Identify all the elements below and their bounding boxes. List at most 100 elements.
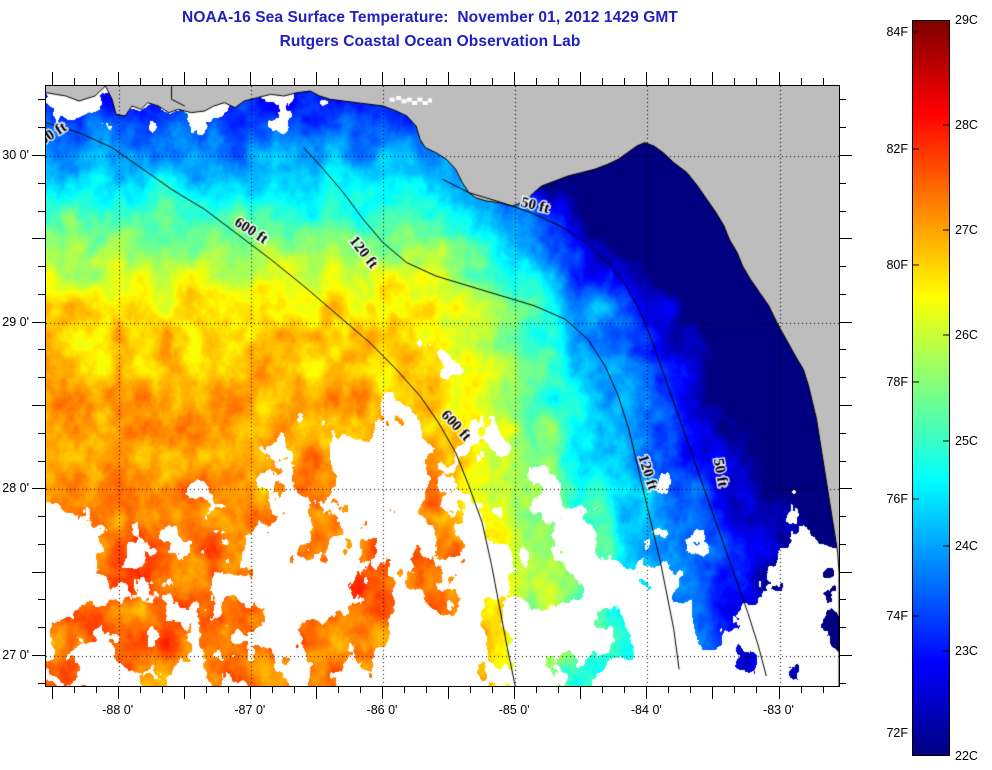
axis-tick-y — [38, 461, 45, 462]
axis-label-longitude: -88 0' — [102, 703, 134, 717]
axis-label-latitude: 27 0' — [2, 648, 29, 662]
axis-tick-x — [536, 686, 537, 693]
axis-tick-y — [38, 99, 45, 100]
axis-tick-y — [839, 266, 846, 267]
colorbar-tick — [913, 264, 919, 266]
colorbar-label-fahrenheit: 72F — [886, 725, 908, 740]
axis-tick-x — [140, 686, 141, 693]
colorbar-label-fahrenheit: 80F — [886, 258, 908, 273]
axis-tick-x — [756, 78, 757, 85]
colorbar-gradient — [912, 20, 950, 756]
axis-tick-y — [839, 516, 846, 517]
axis-tick-y — [839, 155, 852, 156]
axis-tick-x — [294, 78, 295, 85]
axis-label-latitude: 29 0' — [2, 314, 29, 329]
axis-tick-y — [839, 183, 846, 184]
colorbar-tick — [913, 498, 919, 500]
sst-raster — [46, 86, 839, 686]
colorbar-label-celsius: 26C — [955, 328, 978, 343]
axis-tick-x — [382, 72, 383, 85]
page-subtitle: Rutgers Coastal Ocean Observation Lab — [279, 33, 581, 50]
axis-tick-y — [839, 599, 846, 600]
axis-tick-x — [272, 78, 273, 85]
axis-tick-y — [839, 433, 846, 434]
axis-tick-y — [839, 572, 852, 573]
axis-tick-y — [38, 377, 45, 378]
axis-tick-x — [690, 78, 691, 85]
axis-tick-y — [38, 183, 45, 184]
axis-tick-y — [839, 461, 846, 462]
axis-tick-y — [38, 516, 45, 517]
axis-tick-x — [140, 78, 141, 85]
axis-tick-x — [514, 72, 515, 85]
colorbar-label-fahrenheit: 74F — [886, 608, 908, 623]
axis-tick-y — [839, 238, 852, 239]
axis-tick-x — [228, 78, 229, 85]
axis-tick-y — [32, 322, 45, 323]
colorbar-tick — [943, 229, 949, 231]
colorbar-tick — [913, 148, 919, 149]
axis-tick-x — [668, 686, 669, 693]
axis-tick-x — [448, 72, 449, 85]
axis-label-latitude: 30 0' — [2, 148, 29, 162]
axis-tick-y — [839, 211, 846, 212]
axis-tick-x — [492, 686, 493, 693]
axis-tick-x — [558, 686, 559, 693]
page-title: NOAA-16 Sea Surface Temperature: Novembe… — [182, 9, 678, 26]
colorbar-label-fahrenheit: 84F — [886, 24, 908, 39]
colorbar-label-celsius: 29C — [955, 13, 978, 27]
axis-tick-y — [38, 349, 45, 350]
axis-tick-x — [514, 686, 515, 699]
axis-tick-y — [839, 683, 846, 684]
axis-tick-x — [360, 686, 361, 693]
axis-label-longitude: -86 0' — [366, 703, 398, 717]
axis-tick-y — [38, 433, 45, 434]
colorbar-label-fahrenheit: 78F — [886, 375, 908, 390]
axis-tick-x — [162, 78, 163, 85]
axis-tick-x — [646, 686, 647, 699]
title-block: NOAA-16 Sea Surface Temperature: Novembe… — [0, 6, 860, 54]
axis-tick-x — [404, 78, 405, 85]
axis-tick-y — [839, 488, 852, 489]
axis-tick-x — [250, 686, 251, 699]
axis-tick-x — [228, 686, 229, 693]
colorbar-tick — [913, 615, 919, 617]
axis-tick-x — [426, 686, 427, 693]
colorbar-tick — [913, 381, 919, 383]
axis-tick-x — [646, 72, 647, 85]
axis-tick-y — [839, 322, 852, 323]
axis-tick-x — [426, 78, 427, 85]
axis-tick-y — [839, 127, 846, 128]
axis-tick-y — [38, 544, 45, 545]
axis-tick-x — [779, 72, 780, 85]
axis-tick-y — [839, 349, 846, 350]
axis-tick-y — [32, 405, 45, 406]
axis-tick-x — [338, 686, 339, 693]
colorbar-label-celsius: 24C — [955, 538, 978, 553]
axis-tick-x — [382, 686, 383, 699]
colorbar-label-celsius: 23C — [955, 643, 978, 658]
axis-tick-y — [839, 377, 846, 378]
axis-tick-x — [779, 686, 780, 699]
axis-tick-x — [580, 686, 581, 699]
sst-map[interactable] — [45, 85, 840, 687]
axis-tick-x — [734, 686, 735, 693]
colorbar[interactable] — [912, 20, 950, 756]
axis-tick-x — [74, 78, 75, 85]
axis-tick-y — [32, 655, 45, 656]
colorbar-tick — [913, 31, 919, 33]
colorbar-tick — [943, 650, 949, 652]
axis-tick-y — [32, 488, 45, 489]
axis-tick-x — [206, 686, 207, 693]
axis-tick-x — [624, 686, 625, 693]
axis-tick-x — [184, 686, 185, 699]
axis-tick-x — [250, 72, 251, 85]
axis-tick-x — [448, 686, 449, 699]
axis-tick-y — [32, 155, 45, 156]
axis-tick-x — [316, 72, 317, 85]
colorbar-label-celsius: 27C — [955, 223, 978, 238]
colorbar-label-fahrenheit: 76F — [886, 491, 908, 506]
axis-tick-x — [668, 78, 669, 85]
axis-tick-y — [38, 211, 45, 212]
